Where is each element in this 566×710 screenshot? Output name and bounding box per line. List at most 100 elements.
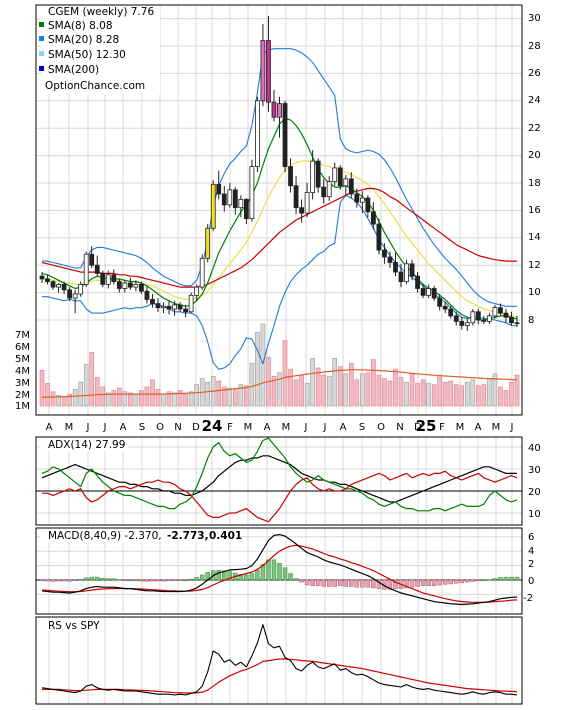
volume-bar [393,368,398,407]
x-label: M [244,422,253,433]
volume-bar [326,375,332,407]
volume-bar [271,375,277,407]
volume-bar [216,380,222,407]
candlestick [299,207,304,214]
volume-bar [244,385,249,407]
price-ytick: 22 [528,123,541,134]
legend-swatch-sma200 [39,66,44,71]
x-label: J [86,422,90,433]
macd-histogram-bar [409,579,415,588]
legend-box [42,6,160,94]
candlestick [78,283,84,295]
macd-name: MACD(8,40,9) [48,530,121,542]
volume-bar [128,392,133,407]
macd-histogram-bar [282,567,288,581]
price-ytick: 20 [528,150,541,161]
price-panel-frame [35,4,523,416]
candlestick [122,282,128,289]
volume-bar [404,381,409,407]
macd-histogram-bar [332,579,337,587]
macd-histogram-bar [128,579,133,582]
macd-histogram-bar [442,579,448,585]
candlestick [260,40,266,102]
macd-histogram-bar [465,579,470,583]
macd-value: -2.370, [124,530,161,542]
volume-bar [420,379,426,407]
volume-bar [144,386,150,407]
candlestick [437,297,443,307]
macd-panel [35,527,523,615]
volume-bar [448,380,454,407]
x-label: M [492,422,501,433]
macd-histogram-bar [50,579,56,582]
candlestick [216,183,222,195]
macd-histogram-bar [387,579,393,590]
volume-bar [194,384,199,407]
volume-bar [221,386,227,407]
x-label: J [103,422,107,433]
x-label: F [439,422,445,433]
candlestick [249,166,255,220]
candlestick [409,263,415,277]
macd-histogram-bar [188,578,194,581]
candlestick [326,181,332,198]
volume-bar [150,379,155,407]
volume-bar [122,391,128,407]
volume-bar [94,377,100,407]
macd-histogram-bar [514,576,520,581]
volume-bar [277,372,282,407]
volume-bar [476,385,481,407]
candlestick [359,197,365,203]
volume-bar [387,380,393,407]
macd-histogram-bar [72,579,78,582]
volume-bar [492,373,498,407]
macd-histogram-bar [326,579,332,587]
candlestick [45,278,50,283]
candlestick [150,299,155,304]
candlestick [271,101,277,118]
x-label: S [359,422,365,433]
x-label: A [120,422,127,433]
macd-histogram-bar [299,579,304,583]
plus-di-line [41,437,518,512]
macd-ytick: 2 [528,559,534,570]
volume-bar [509,381,514,407]
volume-bar [161,393,166,407]
candlestick [144,290,150,300]
volume-bar [470,379,476,407]
candlestick [382,249,387,258]
macd-title: MACD(8,40,9) -2.370, [48,530,162,542]
candlestick [415,275,420,289]
macd-histogram-bar [150,579,155,582]
candlestick [111,274,117,283]
price-ytick: 14 [528,232,541,243]
candlestick [486,315,492,322]
volume-bar [442,381,448,407]
candlestick [127,282,133,288]
price-ytick: 10 [528,287,541,298]
volume-ytick: 7M [15,330,30,341]
macd-histogram-bar [349,579,354,587]
adx-line [41,455,517,503]
volume-bar [487,378,492,407]
macd-histogram-bar [498,577,503,581]
macd-histogram-bar [288,573,293,581]
volume-bar [310,358,315,407]
price-ytick: 16 [528,205,541,216]
price-ytick: 12 [528,260,541,271]
macd-histogram-bar [255,569,260,581]
macd-histogram-bar [100,577,106,581]
rs-panel [35,616,523,705]
volume-bar [437,374,442,407]
macd-histogram-bar [260,563,266,581]
candlestick [475,311,481,321]
volume-bar [382,378,387,407]
candlestick [227,189,233,206]
x-label-year: 24 [202,417,223,435]
volume-ytick: 3M [15,378,30,389]
volume-bar [39,369,45,407]
macd-histogram-bar [271,559,277,581]
macd-histogram-bar [266,559,271,581]
x-label: M [282,422,291,433]
